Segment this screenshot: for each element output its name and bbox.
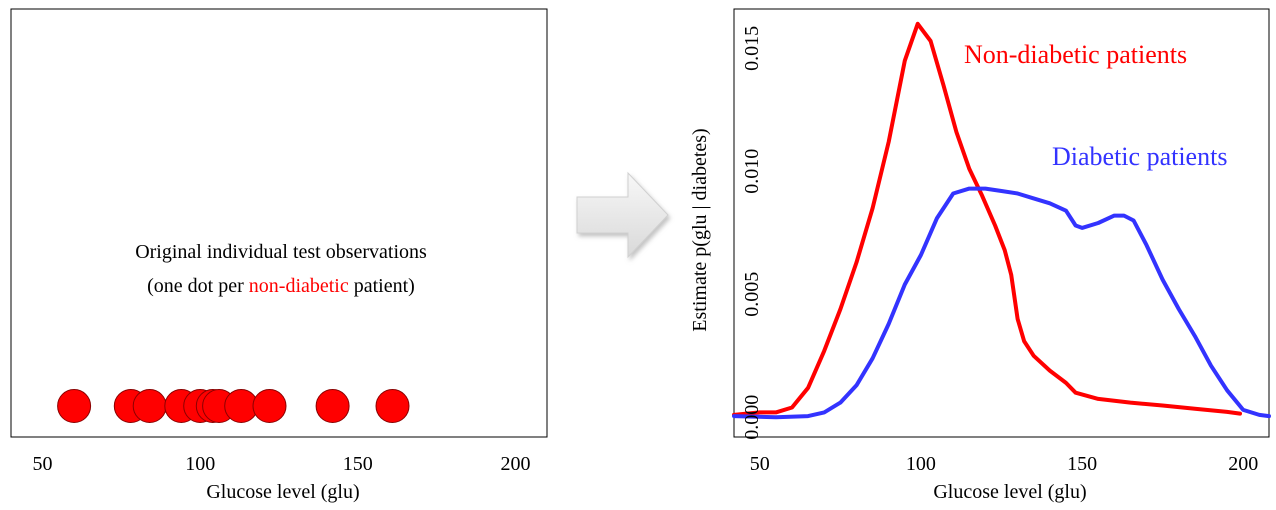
observation-dot [252, 389, 287, 423]
non-diabetic-density-line [732, 21, 1242, 417]
left-annotation-line2-after: patient) [349, 275, 415, 297]
right-x-tick-labels: 50 100 150 200 [750, 453, 1258, 475]
y-tick-label: 0.010 [741, 149, 763, 194]
x-tick-label: 50 [33, 453, 53, 475]
y-tick-label: 0.000 [741, 395, 763, 440]
left-panel: Original individual test observations (o… [10, 8, 548, 503]
observation-dot [375, 389, 410, 423]
right-y-axis-label: Estimate p(glu | diabetes) [689, 128, 711, 331]
y-tick-label: 0.005 [741, 272, 763, 317]
x-tick-label: 200 [501, 453, 531, 475]
observation-dot [132, 389, 167, 423]
right-y-tick-labels: 0.000 0.005 0.010 0.015 [741, 26, 763, 440]
left-annotation-line2: (one dot per non-diabetic patient) [147, 275, 415, 297]
legend-label-diabetic: Diabetic patients [1052, 142, 1227, 171]
x-tick-label: 50 [750, 453, 770, 475]
left-x-axis-label: Glucose level (glu) [206, 481, 359, 503]
right-x-axis-label: Glucose level (glu) [933, 481, 1086, 503]
right-arrow-icon [576, 171, 669, 259]
diabetic-density-line [732, 186, 1271, 420]
left-x-tick-labels: 50 100 150 200 [33, 453, 531, 475]
observation-dot [57, 389, 92, 423]
y-tick-label: 0.015 [741, 26, 763, 71]
left-annotation-highlight: non-diabetic [249, 275, 349, 297]
legend-label-non-diabetic: Non-diabetic patients [964, 40, 1187, 69]
right-plot-frame [733, 8, 1270, 438]
left-annotation-line2-before: (one dot per [147, 275, 249, 297]
left-dots-series [57, 389, 410, 423]
x-tick-label: 200 [1228, 453, 1258, 475]
density-lines [732, 21, 1271, 420]
left-annotation-line1: Original individual test observations [135, 241, 427, 263]
x-tick-label: 150 [1067, 453, 1097, 475]
observation-dot [315, 389, 350, 423]
x-tick-label: 100 [185, 453, 215, 475]
right-panel: 50 100 150 200 0.000 0.005 0.010 0.015 Non-dia… [689, 8, 1271, 503]
x-tick-label: 150 [343, 453, 373, 475]
x-tick-label: 100 [906, 453, 936, 475]
left-plot-frame [10, 8, 548, 438]
